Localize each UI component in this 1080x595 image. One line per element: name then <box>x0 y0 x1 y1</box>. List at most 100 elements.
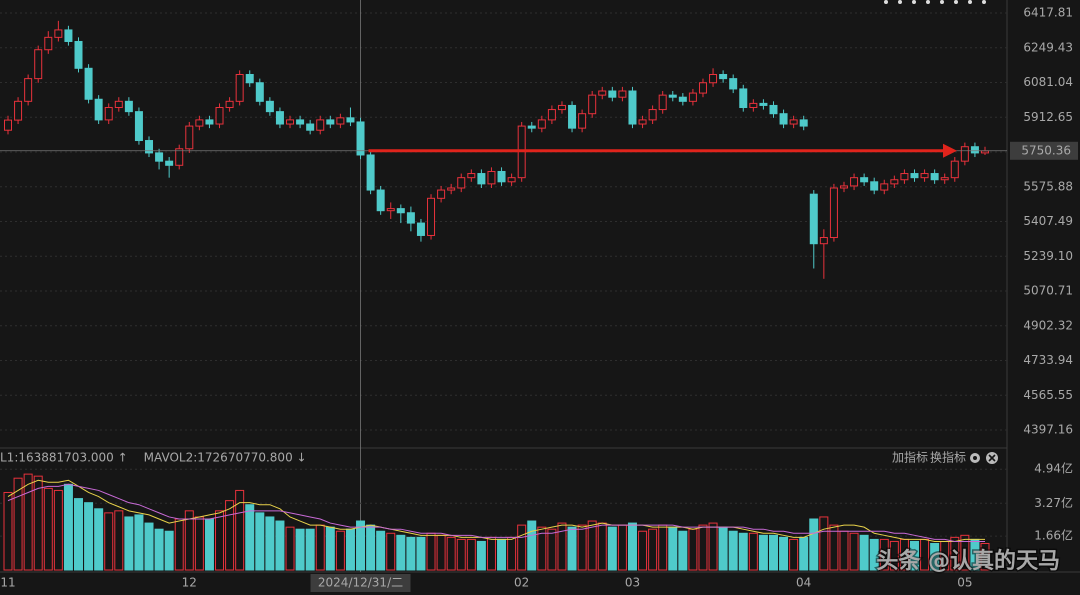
candle-body <box>34 49 43 80</box>
y-tick-label: 1.66亿 <box>1034 528 1073 543</box>
candle-body <box>14 100 23 121</box>
volume-bar <box>859 534 869 571</box>
candle-body <box>648 109 657 121</box>
candle-body <box>416 222 425 236</box>
volume-bar <box>648 528 658 571</box>
candle-body <box>618 90 627 98</box>
candle-body <box>457 177 466 189</box>
volume-bar <box>416 536 426 571</box>
candle-body <box>789 119 798 125</box>
volume-bar <box>789 538 799 571</box>
y-tick-label: 4397.16 <box>1023 423 1073 437</box>
volume-bar <box>94 508 104 571</box>
volume-bar <box>879 538 889 571</box>
volume-bar <box>305 528 315 571</box>
volume-bar <box>285 526 295 571</box>
volume-bar <box>547 528 557 571</box>
volume-bar <box>204 518 214 571</box>
candle-body <box>940 177 949 181</box>
volume-bar <box>134 514 144 571</box>
candle-body <box>497 170 506 183</box>
volume-bar <box>436 534 446 571</box>
candle-body <box>839 185 848 189</box>
candle-body <box>165 160 174 166</box>
x-tick-label: 04 <box>796 576 811 590</box>
candle-body <box>114 100 123 109</box>
volume-bar <box>43 487 53 571</box>
candle-body <box>74 40 83 69</box>
volume-bar <box>174 518 184 571</box>
volume-bar <box>698 524 708 571</box>
candle-body <box>950 160 959 179</box>
candle-body <box>658 94 667 111</box>
volume-bar <box>315 524 325 571</box>
x-tick-label: 03 <box>625 576 640 590</box>
candle-body <box>296 119 305 125</box>
candle-body <box>124 100 133 113</box>
candle-body <box>104 107 113 121</box>
candle-body <box>195 119 204 127</box>
candle-body <box>890 179 899 185</box>
candle-body <box>306 123 315 131</box>
crosshair-date-label: 2024/12/31/二 <box>318 576 403 590</box>
volume-bar <box>184 510 194 571</box>
legend-entry: MAVOL2:172670770.800 ↓ <box>144 451 307 465</box>
candle-body <box>850 177 859 187</box>
toolbar-button[interactable]: 换指标 <box>930 450 966 465</box>
volume-bar <box>497 538 507 571</box>
volume-bar <box>587 520 597 571</box>
x-tick-label: 11 <box>0 576 15 590</box>
candle-body <box>134 111 143 142</box>
candle-body <box>225 100 234 109</box>
volume-bar <box>476 540 486 571</box>
watermark: 头条 @认真的天马 <box>876 548 1060 574</box>
x-tick-label: 02 <box>514 576 529 590</box>
volume-bar <box>104 512 114 571</box>
candle-body <box>749 102 758 109</box>
candle-body <box>185 125 194 150</box>
candle-body <box>769 104 778 115</box>
volume-bar <box>53 489 63 571</box>
y-tick-label: 6249.43 <box>1023 40 1073 54</box>
close-icon[interactable] <box>986 452 998 464</box>
toolbar-button[interactable]: 加指标 <box>892 450 928 465</box>
candle-body <box>819 237 828 245</box>
candle-body <box>145 140 154 154</box>
volume-bar <box>728 530 738 571</box>
volume-bar <box>63 483 73 571</box>
candle-body <box>356 121 365 156</box>
volume-bar <box>829 524 839 571</box>
candle-body <box>608 90 617 98</box>
y-tick-label: 5239.10 <box>1023 249 1073 263</box>
mavol-line <box>7 479 985 542</box>
volume-bar <box>889 540 899 571</box>
candle-body <box>265 100 274 113</box>
volume-bar <box>507 536 517 571</box>
volume-bar <box>627 522 637 571</box>
candle-body <box>235 73 244 102</box>
y-tick-label: 4733.94 <box>1023 353 1073 367</box>
candle-body <box>719 73 728 80</box>
crosshair-value-box <box>1010 141 1078 160</box>
candle-body <box>799 119 808 127</box>
candle-body <box>578 113 587 129</box>
volume-bar <box>960 534 970 571</box>
volume-bar <box>930 542 940 571</box>
volume-bar <box>950 536 960 571</box>
y-tick-label: 5070.71 <box>1023 284 1073 298</box>
candle-body <box>527 125 536 129</box>
volume-bar <box>13 477 23 571</box>
volume-bar <box>386 532 396 571</box>
mavol-line <box>7 483 985 542</box>
candle-body <box>366 154 375 191</box>
volume-bar <box>517 524 527 571</box>
candle-body <box>94 98 103 121</box>
settings-icon[interactable] <box>970 453 980 463</box>
volume-bar <box>295 528 305 571</box>
volume-bar <box>426 532 436 571</box>
volume-bar <box>527 520 537 571</box>
candle-body <box>709 73 718 84</box>
volume-bar <box>909 540 919 571</box>
volume-bar <box>124 516 134 571</box>
candle-body <box>406 212 415 224</box>
